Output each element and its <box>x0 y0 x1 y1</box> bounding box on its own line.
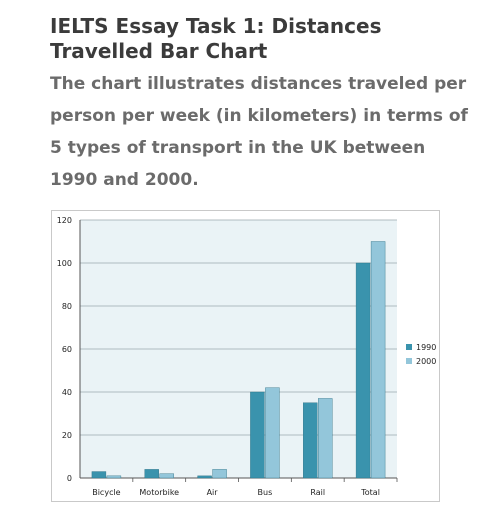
x-tick-label: Total <box>360 488 380 497</box>
y-tick-label: 40 <box>62 388 72 397</box>
bar-rail-2000 <box>318 398 333 479</box>
legend-swatch-2000 <box>406 358 412 364</box>
legend-swatch-1990 <box>406 344 412 350</box>
bar-total-1990 <box>355 262 371 479</box>
x-tick-label: Motorbike <box>139 488 179 497</box>
y-tick-label: 20 <box>62 431 72 440</box>
bar-bus-1990 <box>250 391 265 479</box>
bar-air-2000 <box>212 469 227 479</box>
bar-air-1990 <box>197 475 212 479</box>
y-tick-label: 60 <box>62 345 72 354</box>
bar-total-2000 <box>370 241 386 479</box>
bar-motorbike-1990 <box>144 469 159 479</box>
y-tick-label: 120 <box>57 216 72 225</box>
bar-bus-2000 <box>265 387 280 479</box>
x-tick-label: Air <box>207 488 219 497</box>
page-subtitle: The chart illustrates distances traveled… <box>50 74 468 190</box>
y-tick-label: 100 <box>57 259 72 268</box>
y-tick-label: 0 <box>67 474 72 483</box>
y-tick-label: 80 <box>62 302 72 311</box>
bar-rail-1990 <box>303 402 318 479</box>
x-tick-label: Bus <box>258 488 273 497</box>
page-title: IELTS Essay Task 1: Distances Travelled … <box>50 14 382 63</box>
bar-bicycle-1990 <box>91 471 107 479</box>
x-tick-label: Rail <box>310 488 325 497</box>
bar-motorbike-2000 <box>159 473 174 479</box>
bar-bicycle-2000 <box>106 475 122 479</box>
legend-label-2000: 2000 <box>416 357 436 366</box>
x-tick-label: Bicycle <box>92 488 120 497</box>
legend-label-1990: 1990 <box>416 343 436 352</box>
